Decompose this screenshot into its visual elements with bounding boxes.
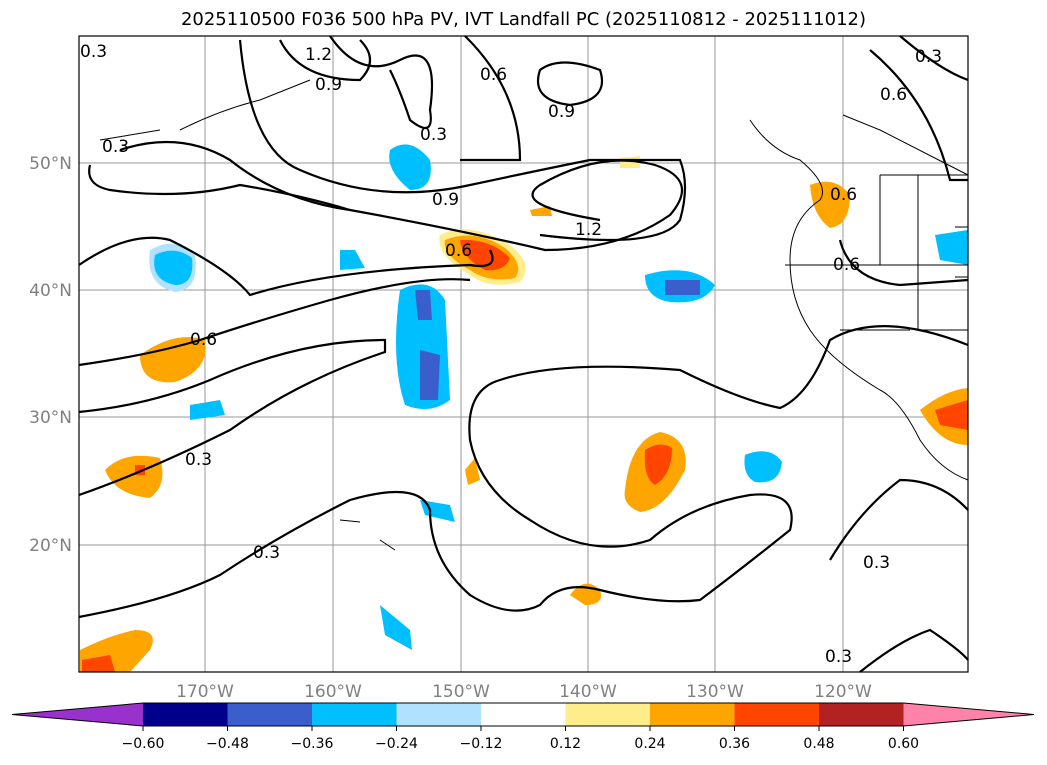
svg-text:1.2: 1.2: [575, 220, 602, 240]
gridlines: [79, 36, 968, 672]
colorbar: −0.60 −0.48 −0.36 −0.24 −0.12 0.12 0.24 0.36 0.4…: [11, 702, 1035, 752]
map-frame: [78, 35, 969, 673]
colorbar-tick-label: 0.36: [719, 736, 750, 752]
map-area: 0.3 1.2 0.9 0.6 0.3 0.9 0.3 0.6 0.3 0.9 …: [78, 35, 969, 673]
svg-text:50°N: 50°N: [29, 154, 72, 174]
svg-text:0.9: 0.9: [548, 102, 575, 122]
svg-text:0.3: 0.3: [863, 553, 890, 573]
svg-text:0.3: 0.3: [102, 137, 129, 157]
colorbar-tick-label: −0.12: [460, 736, 503, 752]
svg-text:30°N: 30°N: [29, 408, 72, 428]
colorbar-segment: [734, 703, 820, 726]
colorbar-tick-label: 0.60: [888, 736, 919, 752]
coastlines: [99, 79, 969, 551]
colorbar-segment: [227, 703, 313, 726]
colorbar-segment: [481, 703, 566, 726]
contour-labels: 0.3 1.2 0.9 0.6 0.3 0.9 0.3 0.6 0.3 0.9 …: [80, 42, 942, 667]
svg-text:20°N: 20°N: [29, 536, 72, 556]
lat-labels: 50°N 40°N 30°N 20°N: [29, 154, 72, 556]
colorbar-tick-label: −0.60: [122, 736, 165, 752]
colorbar-tick-label: 0.48: [803, 736, 834, 752]
svg-text:0.3: 0.3: [825, 647, 852, 667]
svg-text:0.6: 0.6: [833, 255, 860, 275]
svg-text:120°W: 120°W: [814, 682, 872, 702]
svg-text:160°W: 160°W: [304, 682, 362, 702]
svg-text:0.9: 0.9: [432, 190, 459, 210]
colorbar-segment: [819, 703, 904, 726]
svg-text:40°N: 40°N: [29, 281, 72, 301]
svg-text:0.3: 0.3: [253, 543, 280, 563]
svg-text:0.6: 0.6: [190, 330, 217, 350]
svg-text:0.6: 0.6: [445, 241, 472, 261]
lon-labels: 170°W 160°W 150°W 140°W 130°W 120°W: [176, 682, 872, 702]
svg-text:0.9: 0.9: [315, 75, 342, 95]
colorbar-tick-label: −0.36: [291, 736, 334, 752]
colorbar-tick-label: 0.12: [550, 736, 581, 752]
svg-text:0.6: 0.6: [830, 185, 857, 205]
colorbar-tick-label: 0.24: [634, 736, 665, 752]
colorbar-extend-low: [12, 703, 143, 726]
shaded-pv-anomalies: [80, 144, 968, 672]
colorbar-extend-high: [903, 703, 1034, 726]
colorbar-segment: [312, 703, 397, 726]
pv-contours: [78, 35, 969, 673]
svg-text:130°W: 130°W: [686, 682, 744, 702]
colorbar-segment: [396, 703, 482, 726]
svg-text:0.6: 0.6: [480, 65, 507, 85]
colorbar-segment: [143, 703, 228, 726]
colorbar-tick-label: −0.24: [375, 736, 418, 752]
svg-text:0.3: 0.3: [915, 47, 942, 67]
map-title: 2025110500 F036 500 hPa PV, IVT Landfall…: [180, 9, 867, 30]
svg-text:0.3: 0.3: [420, 125, 447, 145]
svg-text:0.3: 0.3: [185, 450, 212, 470]
svg-text:140°W: 140°W: [559, 682, 617, 702]
colorbar-segment: [650, 703, 735, 726]
colorbar-tick-label: −0.48: [206, 736, 249, 752]
svg-text:0.6: 0.6: [880, 85, 907, 105]
svg-text:150°W: 150°W: [432, 682, 490, 702]
colorbar-segment: [565, 703, 651, 726]
svg-text:0.3: 0.3: [80, 42, 107, 62]
svg-text:170°W: 170°W: [176, 682, 234, 702]
svg-text:1.2: 1.2: [305, 45, 332, 65]
